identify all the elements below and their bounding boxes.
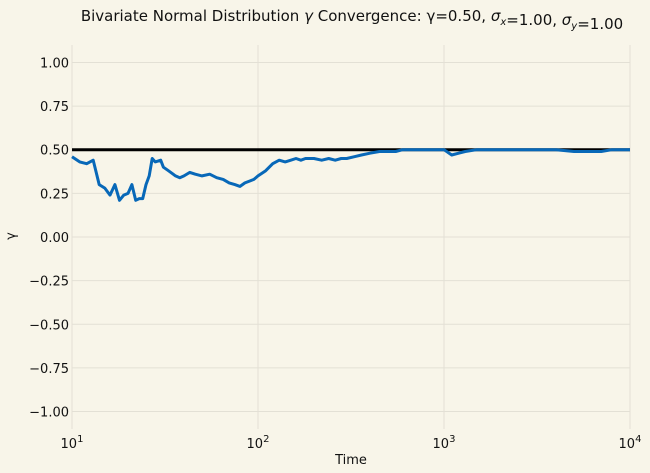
x-axis-label: Time	[334, 453, 367, 468]
x-tick-label: 101	[61, 434, 84, 452]
x-tick-label: 102	[247, 434, 270, 452]
y-tick-label: 0.50	[40, 144, 69, 159]
y-tick-labels: 1.00 0.75 0.50 0.25 0.00 −0.25 −0.50 −0.75 −1.00	[29, 56, 69, 420]
x-tick-labels: 101 102 103 104	[61, 434, 642, 452]
y-tick-label: −0.25	[29, 275, 69, 290]
y-axis-label: γ	[4, 232, 19, 240]
x-tick-label: 104	[619, 434, 642, 452]
y-tick-label: 0.25	[40, 187, 69, 202]
y-tick-label: 1.00	[40, 56, 69, 71]
chart-title: Bivariate Normal Distribution γ Converge…	[81, 7, 623, 33]
y-tick-label: 0.75	[40, 100, 69, 115]
y-tick-label: 0.00	[40, 231, 69, 246]
y-tick-label: −1.00	[29, 406, 69, 421]
x-tick-label: 103	[433, 434, 456, 452]
grid	[71, 45, 631, 429]
series-line	[71, 148, 630, 202]
y-tick-label: −0.75	[29, 362, 69, 377]
y-tick-label: −0.50	[29, 318, 69, 333]
